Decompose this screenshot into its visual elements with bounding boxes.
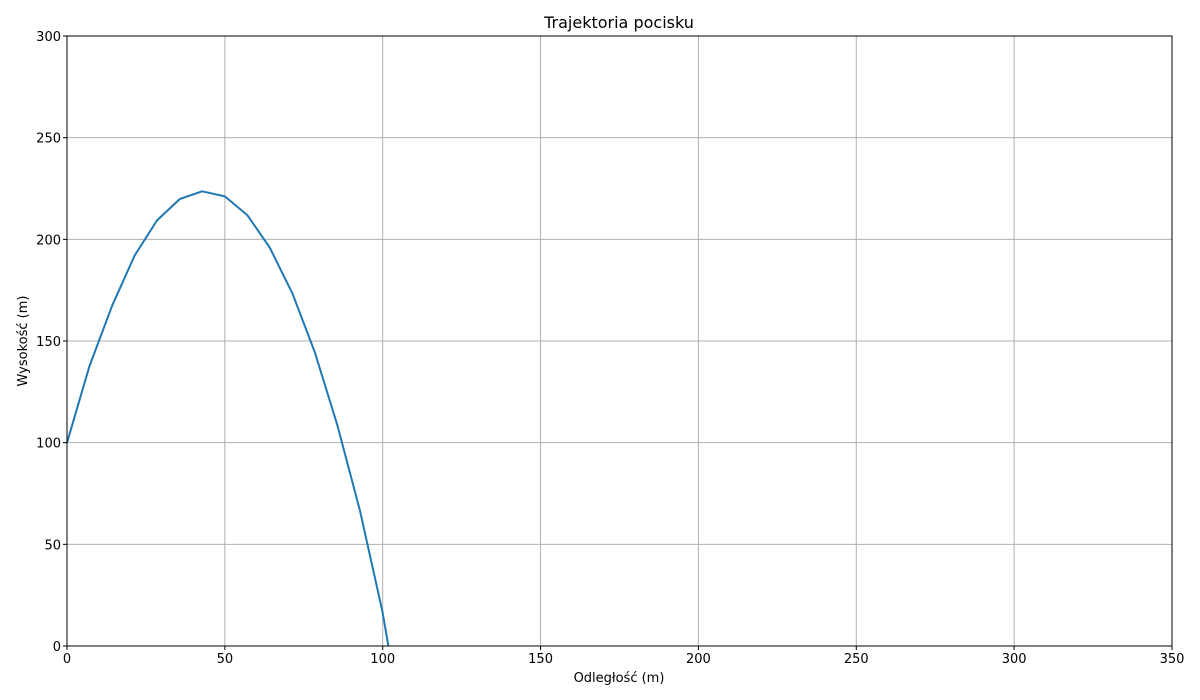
- y-tick-label: 50: [44, 538, 61, 553]
- x-tick-label: 250: [844, 652, 869, 667]
- y-tick-label: 250: [36, 132, 61, 147]
- x-tick-label: 200: [686, 652, 711, 667]
- tick-layer: 0 50 100 150 200 250 300 350 0 50 100 150 200 250 300: [36, 30, 1184, 667]
- x-tick-label: 0: [63, 652, 71, 667]
- y-tick-label: 300: [36, 30, 61, 45]
- x-tick-label: 150: [528, 652, 553, 667]
- x-tick-label: 300: [1002, 652, 1027, 667]
- trajectory-line: [66, 190, 390, 647]
- y-tick-label: 200: [36, 233, 61, 248]
- y-tick-label: 150: [36, 335, 61, 350]
- x-tick-label: 50: [217, 652, 234, 667]
- series-layer: [66, 190, 390, 647]
- x-tick-label: 100: [370, 652, 395, 667]
- chart-title: Trajektoria pocisku: [543, 13, 694, 32]
- x-axis-label: Odległość (m): [574, 671, 665, 686]
- y-axis-label: Wysokość (m): [16, 296, 31, 387]
- x-tick-label: 350: [1160, 652, 1185, 667]
- y-tick-label: 100: [36, 437, 61, 452]
- y-tick-label: 0: [53, 640, 61, 655]
- grid-layer: [66, 35, 1173, 647]
